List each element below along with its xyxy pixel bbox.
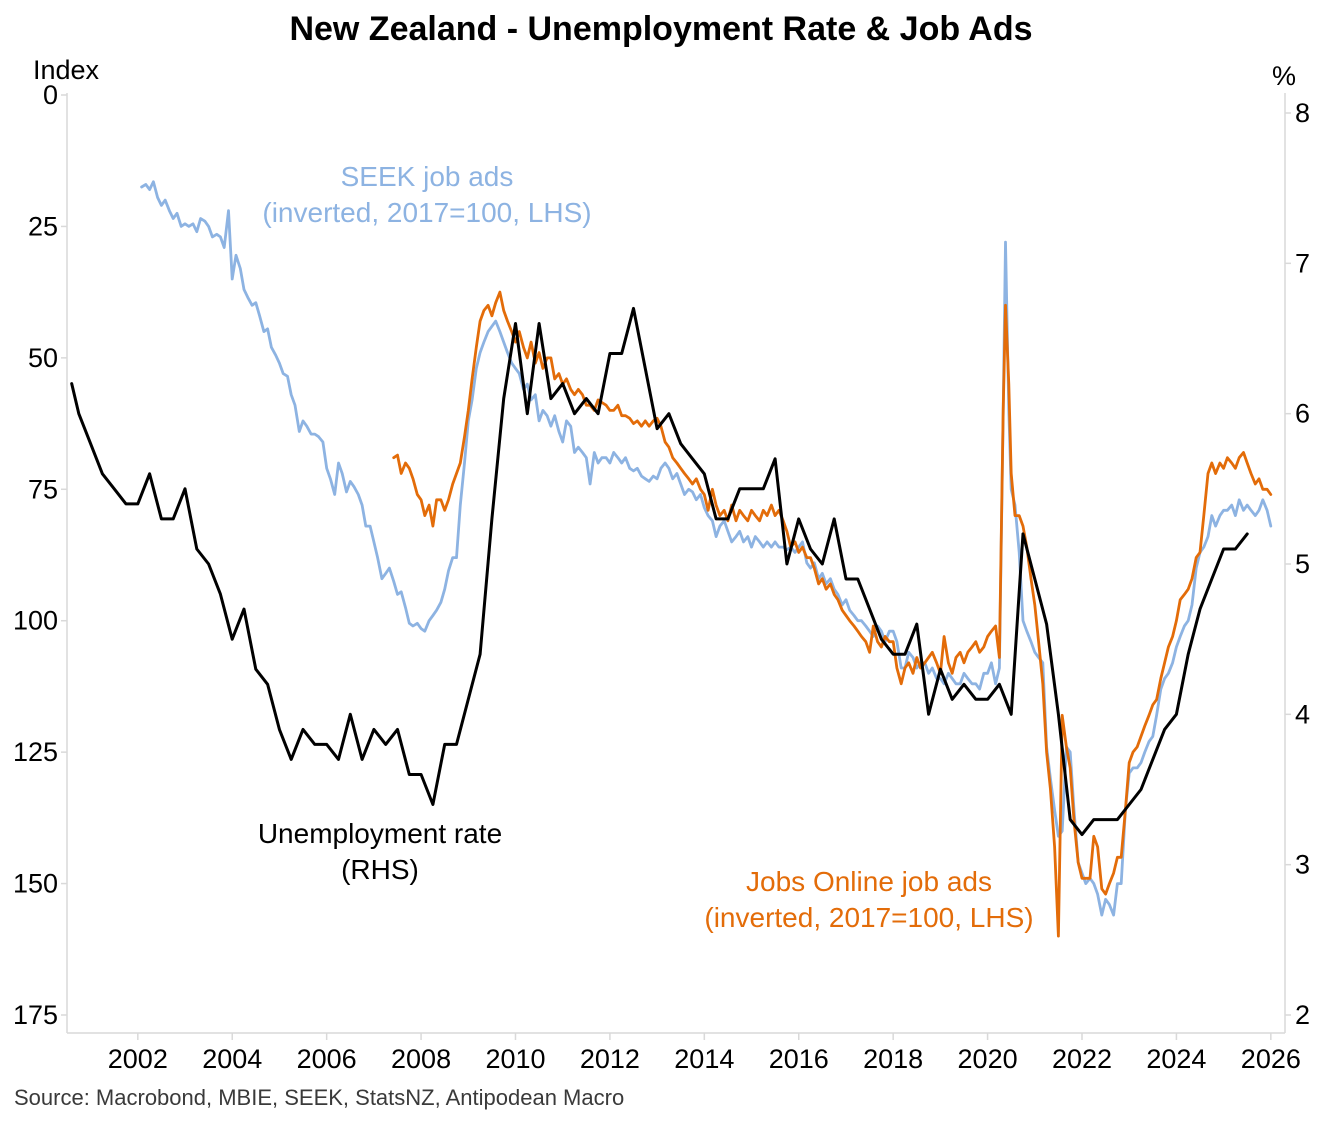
right-tick-label: 2 [1295,1000,1310,1030]
x-tick-label: 2016 [769,1044,829,1074]
x-tick-label: 2004 [202,1044,262,1074]
right-tick-label: 3 [1295,850,1310,880]
left-tick-label: 75 [28,474,58,504]
left-axis-ticks: 0 25 50 75 100 125 150 175 [13,80,67,1030]
x-tick-label: 2024 [1146,1044,1206,1074]
right-tick-label: 6 [1295,399,1310,429]
seek-annotation-line2: (inverted, 2017=100, LHS) [262,197,591,228]
right-tick-label: 8 [1295,98,1310,128]
right-axis-label: % [1272,61,1296,91]
x-axis-ticks: 2002 2004 2006 2008 2010 2012 2014 2016 2018 2020… [108,1033,1301,1074]
series-layer [70,180,1273,938]
series-line-seek [140,180,1273,917]
x-tick-label: 2006 [297,1044,357,1074]
series-line-unemployment [70,306,1249,837]
right-tick-label: 7 [1295,248,1310,278]
x-tick-label: 2022 [1052,1044,1112,1074]
left-tick-label: 150 [13,869,58,899]
source-note: Source: Macrobond, MBIE, SEEK, StatsNZ, … [14,1085,624,1110]
seek-annotation-line1: SEEK job ads [341,161,514,192]
unemployment-annotation-line1: Unemployment rate [258,818,502,849]
x-tick-label: 2002 [108,1044,168,1074]
left-tick-label: 0 [43,80,58,110]
left-tick-label: 175 [13,1000,58,1030]
x-tick-label: 2008 [391,1044,451,1074]
jobs-online-annotation-line2: (inverted, 2017=100, LHS) [704,902,1033,933]
x-tick-label: 2010 [485,1044,545,1074]
unemployment-annotation-line2: (RHS) [341,854,419,885]
chart-title: New Zealand - Unemployment Rate & Job Ad… [289,10,1032,48]
x-tick-label: 2020 [958,1044,1018,1074]
left-axis-label: Index [33,55,100,85]
x-tick-label: 2026 [1241,1044,1301,1074]
x-tick-label: 2014 [674,1044,734,1074]
right-tick-label: 4 [1295,699,1310,729]
right-axis-ticks: 2 3 4 5 6 7 8 [1285,98,1310,1030]
x-tick-label: 2012 [580,1044,640,1074]
left-tick-label: 25 [28,211,58,241]
jobs-online-annotation-line1: Jobs Online job ads [746,866,992,897]
left-tick-label: 50 [28,343,58,373]
x-tick-label: 2018 [863,1044,923,1074]
left-tick-label: 125 [13,737,58,767]
right-tick-label: 5 [1295,549,1310,579]
left-tick-label: 100 [13,606,58,636]
series-line-jobs-online [392,290,1273,938]
